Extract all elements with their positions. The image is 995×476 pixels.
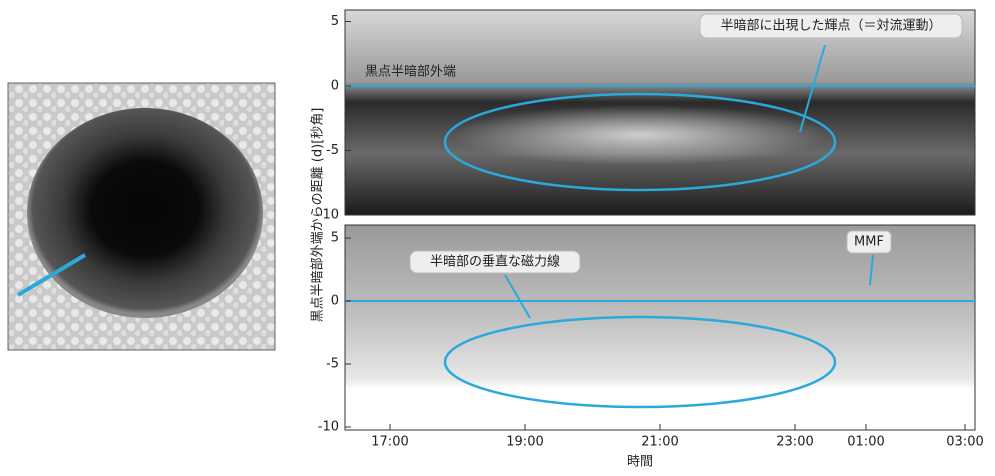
y-tick-label: -10 <box>318 420 339 435</box>
y-tick-label: -5 <box>326 143 339 158</box>
x-tick-label: 23:00 <box>776 435 813 450</box>
sunspot-image <box>7 82 276 351</box>
y-tick-label: 0 <box>331 79 339 94</box>
x-tick-label: 01:00 <box>847 435 884 450</box>
y-axis-label: 黒点半暗部外端からの距離 (d)[秒角] <box>311 108 326 323</box>
annotation: 半暗部の垂直な磁力線 <box>430 254 560 270</box>
x-tick-label: 21:00 <box>641 435 678 450</box>
x-tick-label: 03:00 <box>946 435 983 450</box>
y-tick-label: 0 <box>331 294 339 309</box>
annotation: 黒点半暗部外端 <box>365 65 456 80</box>
x-tick-label: 19:00 <box>506 435 543 450</box>
bottom-panel: 半暗部の垂直な磁力線 MMF <box>344 224 976 431</box>
annotation: 半暗部に出現した輝点（＝対流運動） <box>720 19 941 34</box>
x-axis-label: 時間 <box>627 455 653 470</box>
top-panel: 黒点半暗部外端 半暗部に出現した輝点（＝対流運動） <box>344 9 976 216</box>
y-tick-label: -5 <box>326 357 339 372</box>
x-tick-label: 17:00 <box>371 435 408 450</box>
y-tick-label: 5 <box>331 14 339 29</box>
annotation: MMF <box>854 235 884 250</box>
y-tick-label: 5 <box>331 231 339 246</box>
y-tick-label: -10 <box>318 208 339 223</box>
